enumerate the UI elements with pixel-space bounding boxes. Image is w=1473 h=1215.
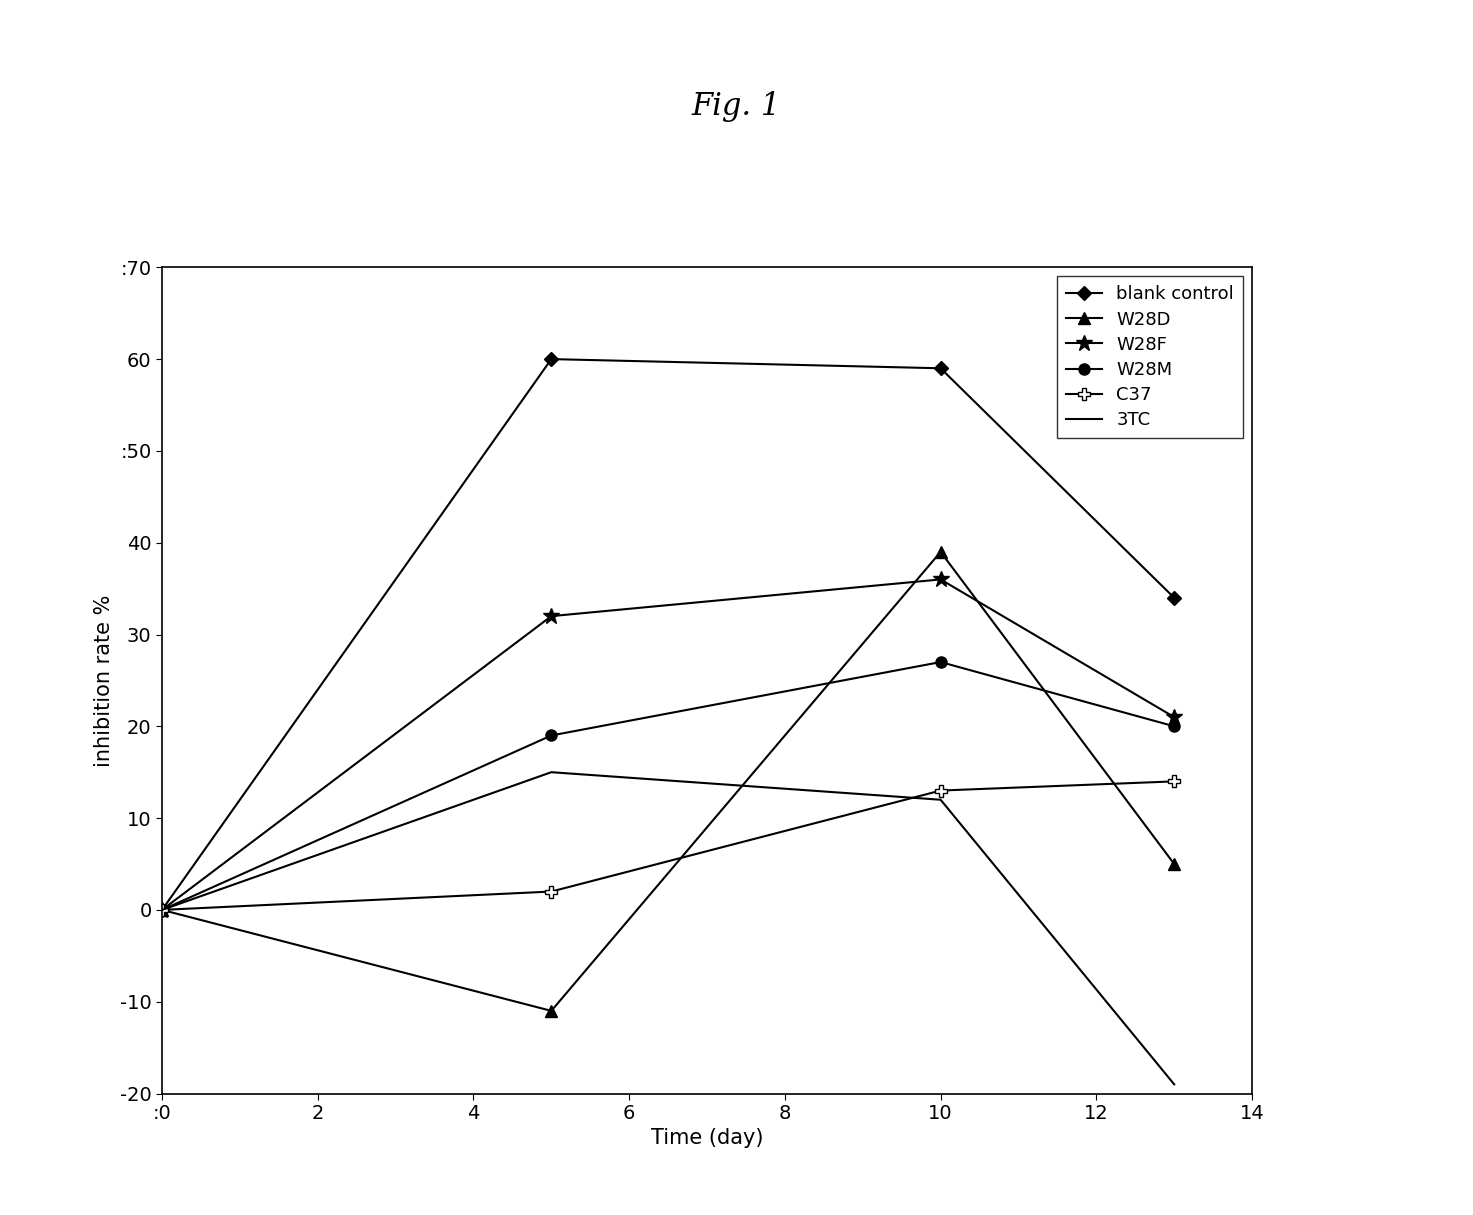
X-axis label: Time (day): Time (day) [651,1129,763,1148]
Line: W28D: W28D [156,547,1180,1017]
Y-axis label: inhibition rate %: inhibition rate % [94,594,115,767]
W28F [542,609,560,623]
3TC [1165,1076,1183,1091]
C37 [542,885,560,899]
Line: C37: C37 [156,775,1180,916]
W28D [932,544,950,559]
W28D [1165,857,1183,871]
blank control [153,903,171,917]
blank control [542,352,560,367]
Line: blank control: blank control [158,355,1178,915]
Line: 3TC: 3TC [162,773,1174,1084]
C37 [153,903,171,917]
C37 [1165,774,1183,789]
Legend: blank control, W28D, W28F, W28M, C37, 3TC: blank control, W28D, W28F, W28M, C37, 3T… [1056,276,1243,439]
3TC [542,765,560,780]
W28D [542,1004,560,1018]
blank control [1165,590,1183,605]
W28F [932,572,950,587]
blank control [932,361,950,375]
3TC [153,903,171,917]
W28M [932,655,950,669]
W28M [153,903,171,917]
W28F [153,903,171,917]
W28D [153,903,171,917]
Text: Fig. 1: Fig. 1 [692,90,781,122]
C37 [932,784,950,798]
W28M [1165,719,1183,734]
W28M [542,728,560,742]
3TC [932,792,950,807]
W28F [1165,710,1183,724]
Line: W28M: W28M [156,656,1180,915]
Line: W28F: W28F [153,571,1183,919]
